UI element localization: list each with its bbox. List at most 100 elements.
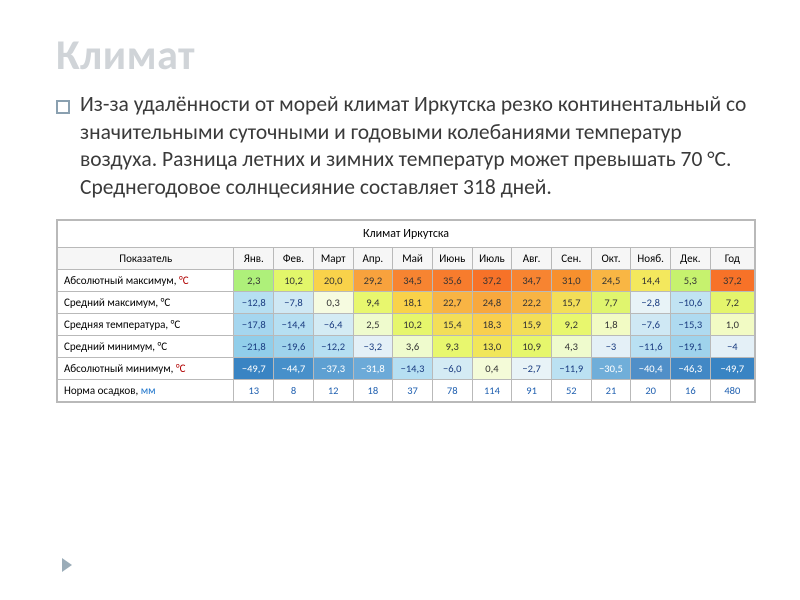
cell-abs_max-11: 5,3 xyxy=(671,270,711,292)
table-body: Абсолютный максимум, °C2,310,220,029,234… xyxy=(58,270,755,402)
metric-label-avg_temp: Средняя температура, °C xyxy=(58,314,234,336)
col-year: Год xyxy=(710,248,754,270)
cell-abs_min-5: −6,0 xyxy=(432,358,472,380)
table-row-abs_max: Абсолютный максимум, °C2,310,220,029,234… xyxy=(58,270,755,292)
cell-avg_min-0: −21,8 xyxy=(234,336,274,358)
cell-avg_max-7: 22,2 xyxy=(512,292,552,314)
cell-abs_min-year: −49,7 xyxy=(710,358,754,380)
cell-abs_min-3: −31,8 xyxy=(353,358,393,380)
cell-precip-3: 18 xyxy=(353,380,393,402)
cell-precip-4: 37 xyxy=(393,380,433,402)
cell-avg_min-3: −3,2 xyxy=(353,336,393,358)
col-month-10: Нояб. xyxy=(631,248,671,270)
metric-label-abs_max: Абсолютный максимум, °C xyxy=(58,270,234,292)
table-caption: Климат Иркутска xyxy=(58,221,755,248)
col-month-4: Май xyxy=(393,248,433,270)
cell-avg_max-1: −7,8 xyxy=(274,292,314,314)
cell-avg_max-8: 15,7 xyxy=(551,292,591,314)
cell-avg_min-4: 3,6 xyxy=(393,336,433,358)
table-row-avg_min: Средний минимум, °C−21,8−19,6−12,2−3,23,… xyxy=(58,336,755,358)
cell-abs_max-1: 10,2 xyxy=(274,270,314,292)
table-row-avg_max: Средний максимум, °C−12,8−7,80,39,418,12… xyxy=(58,292,755,314)
climate-table: Климат Иркутска Показатель Янв. Фев. Мар… xyxy=(57,220,755,402)
cell-precip-5: 78 xyxy=(432,380,472,402)
cell-avg_min-6: 13,0 xyxy=(472,336,512,358)
cell-abs_min-0: −49,7 xyxy=(234,358,274,380)
cell-avg_max-3: 9,4 xyxy=(353,292,393,314)
cell-abs_max-year: 37,2 xyxy=(710,270,754,292)
cell-abs_min-7: −2,7 xyxy=(512,358,552,380)
cell-avg_min-9: −3 xyxy=(591,336,631,358)
cell-avg_temp-0: −17,8 xyxy=(234,314,274,336)
cell-avg_max-6: 24,8 xyxy=(472,292,512,314)
cell-abs_min-11: −46,3 xyxy=(671,358,711,380)
cell-avg_min-2: −12,2 xyxy=(313,336,353,358)
next-arrow-icon[interactable] xyxy=(62,558,72,572)
cell-avg_temp-8: 9,2 xyxy=(551,314,591,336)
cell-avg_temp-10: −7,6 xyxy=(631,314,671,336)
cell-precip-year: 480 xyxy=(710,380,754,402)
cell-precip-9: 21 xyxy=(591,380,631,402)
cell-avg_max-10: −2,8 xyxy=(631,292,671,314)
unit-precip: мм xyxy=(138,384,155,397)
col-month-1: Фев. xyxy=(274,248,314,270)
cell-avg_min-7: 10,9 xyxy=(512,336,552,358)
table-row-abs_min: Абсолютный минимум, °C−49,7−44,7−37,3−31… xyxy=(58,358,755,380)
col-month-11: Дек. xyxy=(671,248,711,270)
cell-precip-6: 114 xyxy=(472,380,512,402)
col-month-5: Июнь xyxy=(432,248,472,270)
cell-avg_temp-6: 18,3 xyxy=(472,314,512,336)
metric-label-precip: Норма осадков, мм xyxy=(58,380,234,402)
cell-avg_min-11: −19,1 xyxy=(671,336,711,358)
cell-avg_temp-year: 1,0 xyxy=(710,314,754,336)
cell-abs_min-9: −30,5 xyxy=(591,358,631,380)
col-month-8: Сен. xyxy=(551,248,591,270)
cell-avg_min-1: −19,6 xyxy=(274,336,314,358)
cell-precip-11: 16 xyxy=(671,380,711,402)
cell-avg_max-2: 0,3 xyxy=(313,292,353,314)
cell-avg_max-year: 7,2 xyxy=(710,292,754,314)
cell-abs_max-3: 29,2 xyxy=(353,270,393,292)
slide-title: Климат xyxy=(56,30,752,81)
col-month-7: Авг. xyxy=(512,248,552,270)
cell-avg_min-10: −11,6 xyxy=(631,336,671,358)
cell-abs_max-0: 2,3 xyxy=(234,270,274,292)
cell-precip-1: 8 xyxy=(274,380,314,402)
body-paragraph: Из-за удалённости от морей климат Иркутс… xyxy=(80,91,752,201)
col-month-2: Март xyxy=(313,248,353,270)
cell-precip-8: 52 xyxy=(551,380,591,402)
cell-avg_temp-2: −6,4 xyxy=(313,314,353,336)
col-metric: Показатель xyxy=(58,248,234,270)
cell-abs_max-5: 35,6 xyxy=(432,270,472,292)
cell-abs_min-8: −11,9 xyxy=(551,358,591,380)
cell-abs_max-7: 34,7 xyxy=(512,270,552,292)
cell-abs_max-2: 20,0 xyxy=(313,270,353,292)
cell-avg_max-11: −10,6 xyxy=(671,292,711,314)
cell-avg_max-4: 18,1 xyxy=(393,292,433,314)
cell-abs_max-4: 34,5 xyxy=(393,270,433,292)
cell-abs_min-10: −40,4 xyxy=(631,358,671,380)
cell-avg_temp-9: 1,8 xyxy=(591,314,631,336)
unit-abs_min: °C xyxy=(173,362,185,375)
cell-abs_max-9: 24,5 xyxy=(591,270,631,292)
metric-label-avg_max: Средний максимум, °C xyxy=(58,292,234,314)
cell-avg_temp-1: −14,4 xyxy=(274,314,314,336)
cell-avg_max-0: −12,8 xyxy=(234,292,274,314)
col-month-0: Янв. xyxy=(234,248,274,270)
col-month-6: Июль xyxy=(472,248,512,270)
cell-avg_max-5: 22,7 xyxy=(432,292,472,314)
cell-abs_min-6: 0,4 xyxy=(472,358,512,380)
unit-abs_max: °C xyxy=(176,274,188,287)
cell-abs_max-8: 31,0 xyxy=(551,270,591,292)
col-month-3: Апр. xyxy=(353,248,393,270)
cell-avg_temp-11: −15,3 xyxy=(671,314,711,336)
cell-avg_temp-5: 15,4 xyxy=(432,314,472,336)
cell-precip-7: 91 xyxy=(512,380,552,402)
col-month-9: Окт. xyxy=(591,248,631,270)
cell-avg_temp-4: 10,2 xyxy=(393,314,433,336)
cell-precip-0: 13 xyxy=(234,380,274,402)
cell-abs_min-4: −14,3 xyxy=(393,358,433,380)
metric-label-avg_min: Средний минимум, °C xyxy=(58,336,234,358)
table-header-row: Показатель Янв. Фев. Март Апр. Май Июнь … xyxy=(58,248,755,270)
cell-avg_min-5: 9,3 xyxy=(432,336,472,358)
